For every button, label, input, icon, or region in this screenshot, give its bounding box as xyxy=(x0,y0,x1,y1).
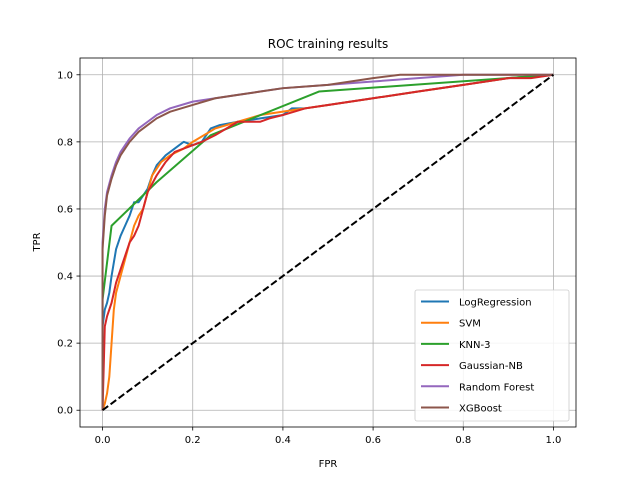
series-layer xyxy=(101,73,555,412)
x-tick-label: 0.2 xyxy=(185,435,201,446)
series-line-gaussian-nb xyxy=(101,73,554,411)
axis-ticks: 0.0 0.2 0.4 0.6 0.8 1.0 0.0 0.2 0.4 0.6 0.8 1.0 xyxy=(57,70,561,446)
legend-label: SVM xyxy=(459,319,481,330)
x-axis-label: FPR xyxy=(319,459,338,470)
y-tick-label: 0.6 xyxy=(57,204,73,215)
grid-lines xyxy=(80,58,576,427)
legend-label: Random Forest xyxy=(459,382,534,393)
y-axis-label: TPR xyxy=(32,232,43,252)
legend-label: XGBoost xyxy=(459,404,502,415)
legend-label: KNN-3 xyxy=(459,340,491,351)
x-tick-label: 0.6 xyxy=(365,435,381,446)
legend-box xyxy=(414,289,570,422)
x-tick-label: 0.8 xyxy=(455,435,471,446)
y-tick-label: 0.2 xyxy=(57,339,73,350)
y-tick-label: 1.0 xyxy=(57,70,73,81)
x-tick-label: 0.4 xyxy=(275,435,291,446)
y-tick-label: 0.0 xyxy=(57,406,73,417)
legend-label: LogRegression xyxy=(459,298,532,309)
x-tick-label: 1.0 xyxy=(546,435,562,446)
y-tick-label: 0.8 xyxy=(57,137,73,148)
legend-label: Gaussian-NB xyxy=(459,361,523,372)
x-tick-label: 0.0 xyxy=(95,435,111,446)
chance-diagonal-line xyxy=(101,73,555,412)
y-tick-label: 0.4 xyxy=(57,272,73,283)
legend: LogRegression SVM KNN-3 Gaussian-NB Random F… xyxy=(414,289,570,422)
plot-frame xyxy=(79,57,577,428)
series-line-xgboost xyxy=(101,73,554,411)
chart-title: ROC training results xyxy=(268,37,388,51)
